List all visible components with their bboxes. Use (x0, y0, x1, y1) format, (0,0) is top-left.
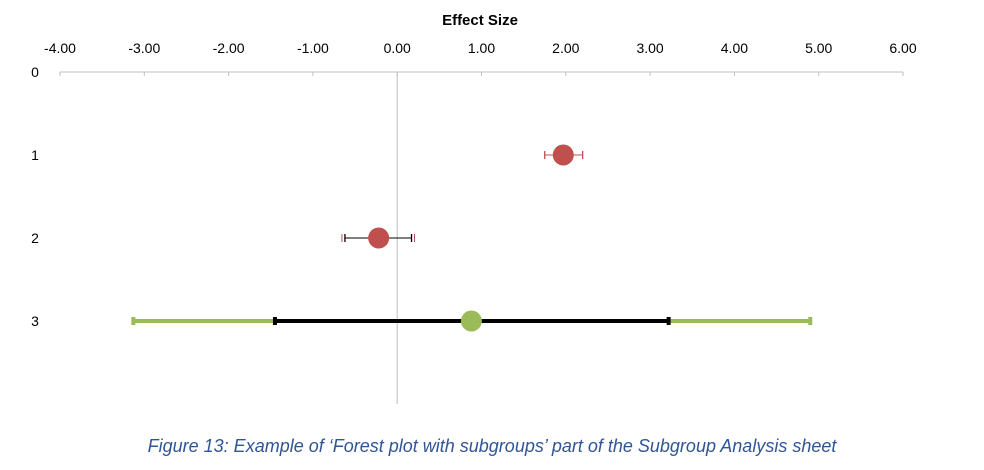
effect-marker-row-1 (552, 144, 574, 166)
y-tick-label: 3 (31, 313, 39, 329)
forest-plot-svg: Effect Size -4.00 -3.00 -2.00 -1.00 0.00 1.00… (31, 12, 917, 404)
x-tick-label: 3.00 (636, 40, 663, 56)
y-tick-label: 2 (31, 230, 39, 246)
x-tick-label: 6.00 (889, 40, 916, 56)
x-tick-label: 5.00 (805, 40, 832, 56)
x-axis-ticks (59, 72, 904, 76)
effect-markers (368, 144, 574, 332)
figure-caption: Figure 13: Example of ‘Forest plot with … (147, 436, 837, 456)
y-tick-label: 0 (31, 64, 39, 80)
interval-bars (131, 151, 813, 325)
x-axis-tick-labels: -4.00 -3.00 -2.00 -1.00 0.00 1.00 2.00 3.00 4.00… (44, 40, 917, 56)
x-tick-label: -4.00 (44, 40, 76, 56)
x-tick-label: 1.00 (468, 40, 495, 56)
effect-marker-row-3 (460, 310, 482, 332)
x-tick-label: 0.00 (384, 40, 411, 56)
x-tick-label: 4.00 (721, 40, 748, 56)
x-tick-label: 2.00 (552, 40, 579, 56)
x-tick-label: -3.00 (128, 40, 160, 56)
x-tick-label: -2.00 (213, 40, 245, 56)
forest-plot: Effect Size -4.00 -3.00 -2.00 -1.00 0.00 1.00… (31, 12, 917, 404)
chart-title: Effect Size (442, 12, 518, 29)
x-tick-label: -1.00 (297, 40, 329, 56)
effect-marker-row-2 (368, 227, 390, 249)
y-tick-label: 1 (31, 147, 39, 163)
y-axis-tick-labels: 0 1 2 3 (31, 64, 39, 329)
